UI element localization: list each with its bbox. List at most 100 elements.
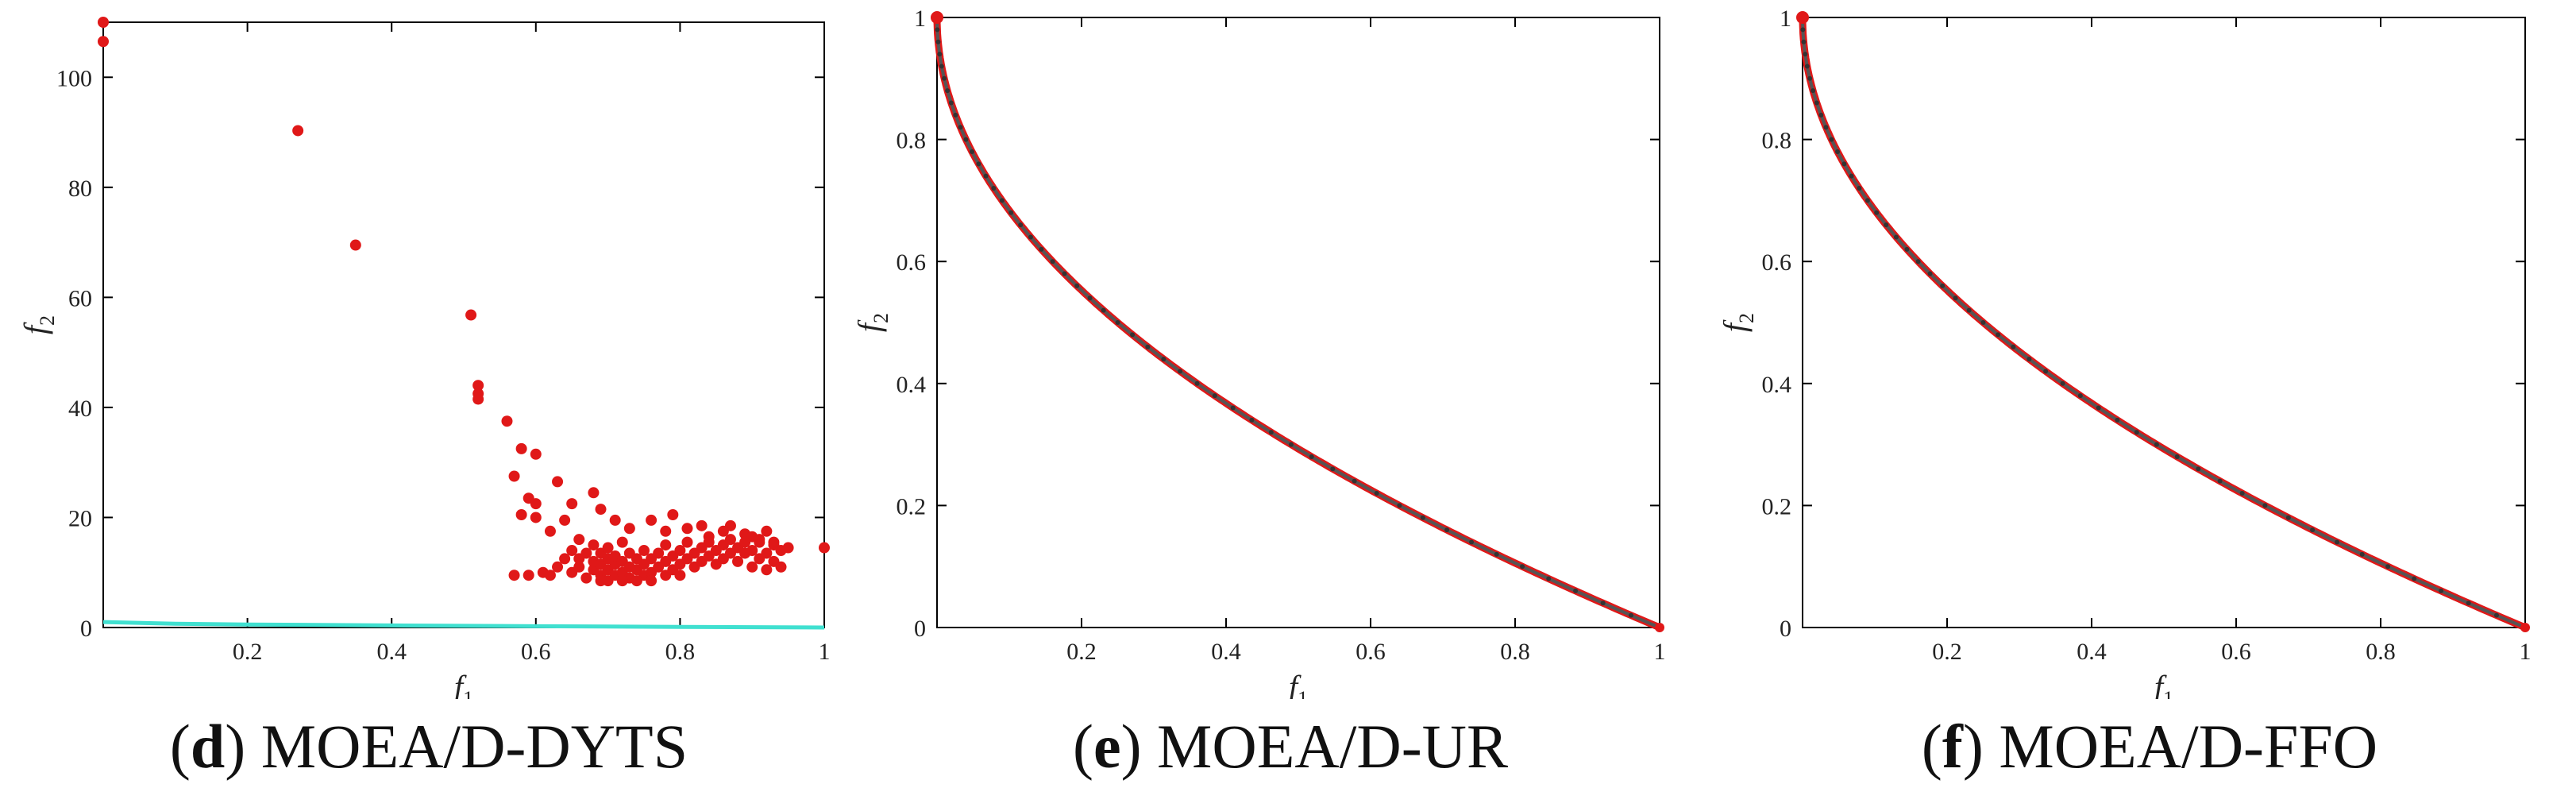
front-endpoint — [931, 11, 943, 24]
y-tick-label: 1 — [914, 6, 926, 32]
y-tick-label: 0.6 — [897, 249, 927, 276]
data-point — [623, 523, 635, 535]
y-axis-label-sub: 2 — [1735, 313, 1758, 323]
data-point — [292, 125, 304, 137]
front-point — [1884, 222, 1889, 228]
data-point — [98, 36, 109, 48]
front-points-band — [933, 14, 1664, 631]
front-endpoint — [2520, 623, 2530, 632]
front-point — [953, 112, 958, 118]
front-points-band — [1799, 14, 2529, 631]
front-point — [1849, 173, 1854, 179]
caption-letter-d: d — [190, 712, 226, 781]
front-point — [2011, 344, 2016, 350]
front-point — [1600, 601, 1606, 606]
data-point — [588, 487, 600, 499]
front-point — [983, 173, 989, 179]
panel-d: 0.2 0.4 0.6 0.8 1 0 20 40 60 80 100 f1 f2 (d) MOEA/D… — [0, 0, 858, 811]
front-point — [976, 161, 981, 167]
front-point — [935, 27, 940, 33]
x-tick-label: 1 — [1654, 639, 1666, 665]
front-point — [1927, 271, 1933, 276]
data-point — [775, 545, 787, 557]
front-point — [1039, 246, 1044, 252]
true-pareto-front-line — [102, 620, 825, 630]
data-point — [638, 545, 650, 557]
front-point — [2493, 612, 2499, 618]
data-point — [472, 380, 484, 392]
front-point — [1835, 149, 1841, 154]
y-tick-label: 1 — [1780, 6, 1791, 32]
front-point — [1178, 369, 1183, 374]
front-point — [1087, 295, 1093, 301]
front-point — [1074, 283, 1080, 288]
x-axis-label-sub: 1 — [2163, 687, 2173, 699]
data-point — [631, 575, 642, 587]
front-point — [2385, 564, 2391, 570]
front-point — [942, 75, 947, 81]
data-point — [580, 547, 592, 559]
front-endpoint — [1655, 623, 1664, 632]
front-point — [2262, 503, 2268, 508]
data-point — [660, 539, 672, 551]
front-point — [1130, 332, 1136, 338]
data-point — [732, 555, 744, 567]
y-tick-label: 0 — [1780, 616, 1791, 642]
data-point — [530, 512, 542, 523]
y-axis-label: f2 — [17, 315, 59, 334]
data-point — [552, 561, 564, 573]
front-point — [2466, 601, 2471, 606]
caption-text-e: MOEA/D-UR — [1157, 712, 1509, 781]
x-axis-label: f1 — [454, 669, 473, 699]
front-point — [1915, 259, 1921, 265]
x-tick-label: 0.4 — [1211, 639, 1241, 665]
data-point — [646, 514, 657, 526]
x-tick-label: 0.8 — [665, 639, 696, 665]
x-tick-label: 0.6 — [2221, 639, 2251, 665]
data-point — [646, 575, 657, 587]
front-point — [2134, 430, 2139, 435]
y-tick-label: 0 — [914, 616, 926, 642]
front-point — [1841, 161, 1847, 167]
x-tick-label: 0.4 — [376, 639, 407, 665]
front-point — [2285, 515, 2291, 520]
data-point — [573, 534, 585, 546]
x-tick-label: 0.2 — [233, 639, 263, 665]
front-point — [1145, 344, 1151, 350]
y-tick-label: 0.4 — [1762, 372, 1792, 398]
true-pareto-front-line — [1801, 17, 2526, 629]
x-tick-label: 0.4 — [2077, 639, 2107, 665]
front-point — [945, 88, 951, 94]
front-point — [2359, 551, 2365, 557]
data-point — [465, 309, 477, 321]
chart-d: 0.2 0.4 0.6 0.8 1 0 20 40 60 80 100 f1 f2 — [17, 17, 831, 699]
front-point — [1628, 612, 1633, 618]
front-point — [999, 198, 1005, 203]
data-point — [544, 525, 556, 537]
front-point — [1953, 295, 1958, 301]
data-point — [515, 508, 527, 520]
front-point — [2335, 539, 2340, 545]
data-point — [566, 498, 578, 510]
data-point — [681, 536, 693, 548]
data-point — [819, 542, 830, 554]
data-point — [566, 545, 578, 557]
true-pareto-front-line — [935, 17, 1660, 629]
data-point — [544, 570, 556, 581]
front-point — [1469, 539, 1475, 545]
front-point — [1212, 393, 1217, 399]
data-point — [667, 508, 679, 520]
x-tick-label: 0.8 — [2366, 639, 2396, 665]
data-point — [674, 570, 686, 581]
front-point — [1803, 52, 1808, 57]
front-point — [1494, 551, 1499, 557]
front-point — [2115, 417, 2120, 423]
data-point — [559, 553, 571, 565]
data-point — [746, 561, 758, 573]
data-point — [724, 534, 736, 546]
front-point — [948, 100, 954, 106]
caption-letter-f: f — [1942, 712, 1963, 781]
front-point — [2310, 527, 2316, 533]
x-tick-label: 0.8 — [1500, 639, 1530, 665]
